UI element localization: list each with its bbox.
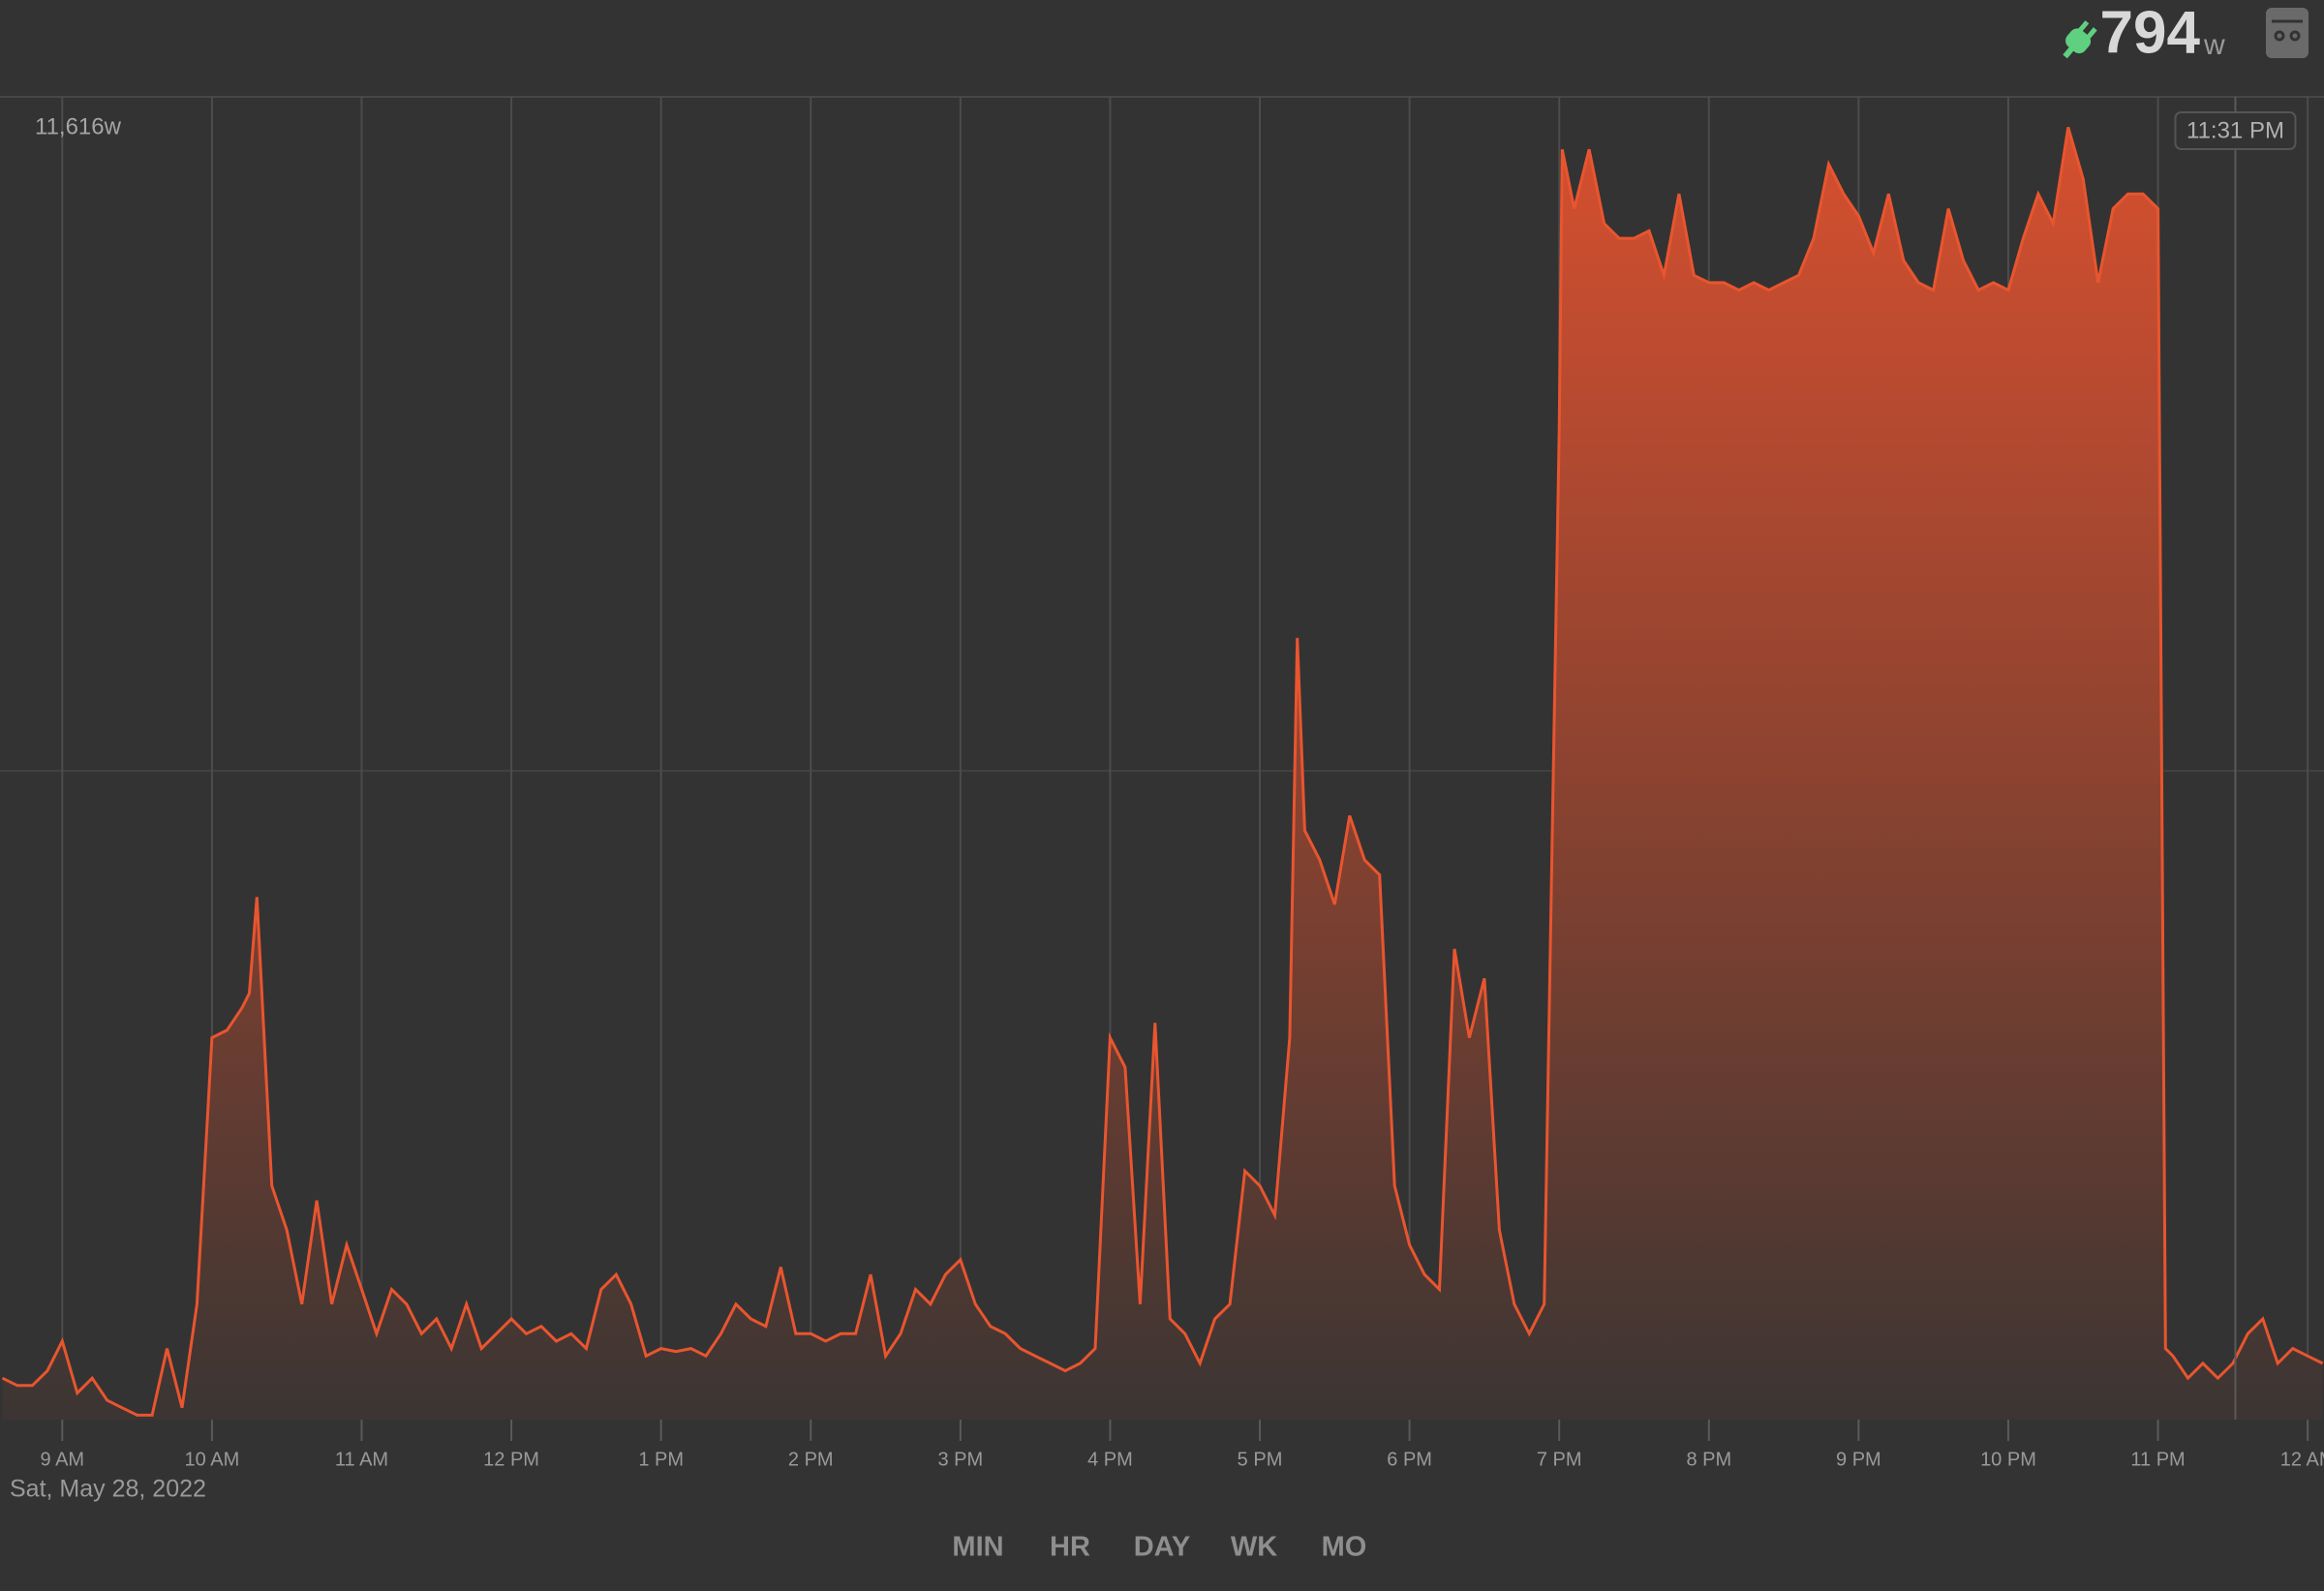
x-tick-label: 4 PM: [1087, 1449, 1133, 1470]
x-tick-label: 12 AM: [2280, 1449, 2324, 1470]
x-tick-label: 5 PM: [1238, 1449, 1283, 1470]
date-label: Sat, May 28, 2022: [10, 1476, 206, 1503]
x-tick-label: 11 PM: [2130, 1449, 2185, 1470]
x-tick-label: 6 PM: [1387, 1449, 1432, 1470]
x-tick-label: 11 AM: [335, 1449, 388, 1470]
x-tick-label: 10 AM: [185, 1449, 240, 1470]
x-tick-label: 1 PM: [638, 1449, 684, 1470]
x-tick-label: 8 PM: [1686, 1449, 1731, 1470]
x-tick-label: 3 PM: [938, 1449, 984, 1470]
y-tick-label: 11,616w: [35, 113, 122, 139]
x-tick-label: 2 PM: [788, 1449, 834, 1470]
range-button[interactable]: MIN: [952, 1532, 1003, 1563]
cursor-label-box: [2174, 111, 2297, 150]
x-tick-label: 10 PM: [1980, 1449, 2036, 1470]
plug-icon: [2063, 20, 2097, 59]
cursor-label: 11:31 PM: [2186, 117, 2284, 143]
x-tick-label: 7 PM: [1537, 1449, 1582, 1470]
x-tick-label: 9 PM: [1836, 1449, 1881, 1470]
x-tick-label: 12 PM: [483, 1449, 539, 1470]
current-power: 794: [2100, 0, 2201, 66]
x-tick-label: 9 AM: [41, 1449, 85, 1470]
range-button[interactable]: HR: [1050, 1532, 1090, 1563]
power-line: [1, 126, 2324, 1417]
range-button[interactable]: DAY: [1134, 1532, 1191, 1563]
power-unit: w: [2203, 29, 2225, 61]
area-fill: [2, 127, 2323, 1420]
range-button[interactable]: WK: [1231, 1532, 1277, 1563]
range-button[interactable]: MO: [1322, 1532, 1367, 1563]
device-icon[interactable]: [2266, 8, 2309, 58]
